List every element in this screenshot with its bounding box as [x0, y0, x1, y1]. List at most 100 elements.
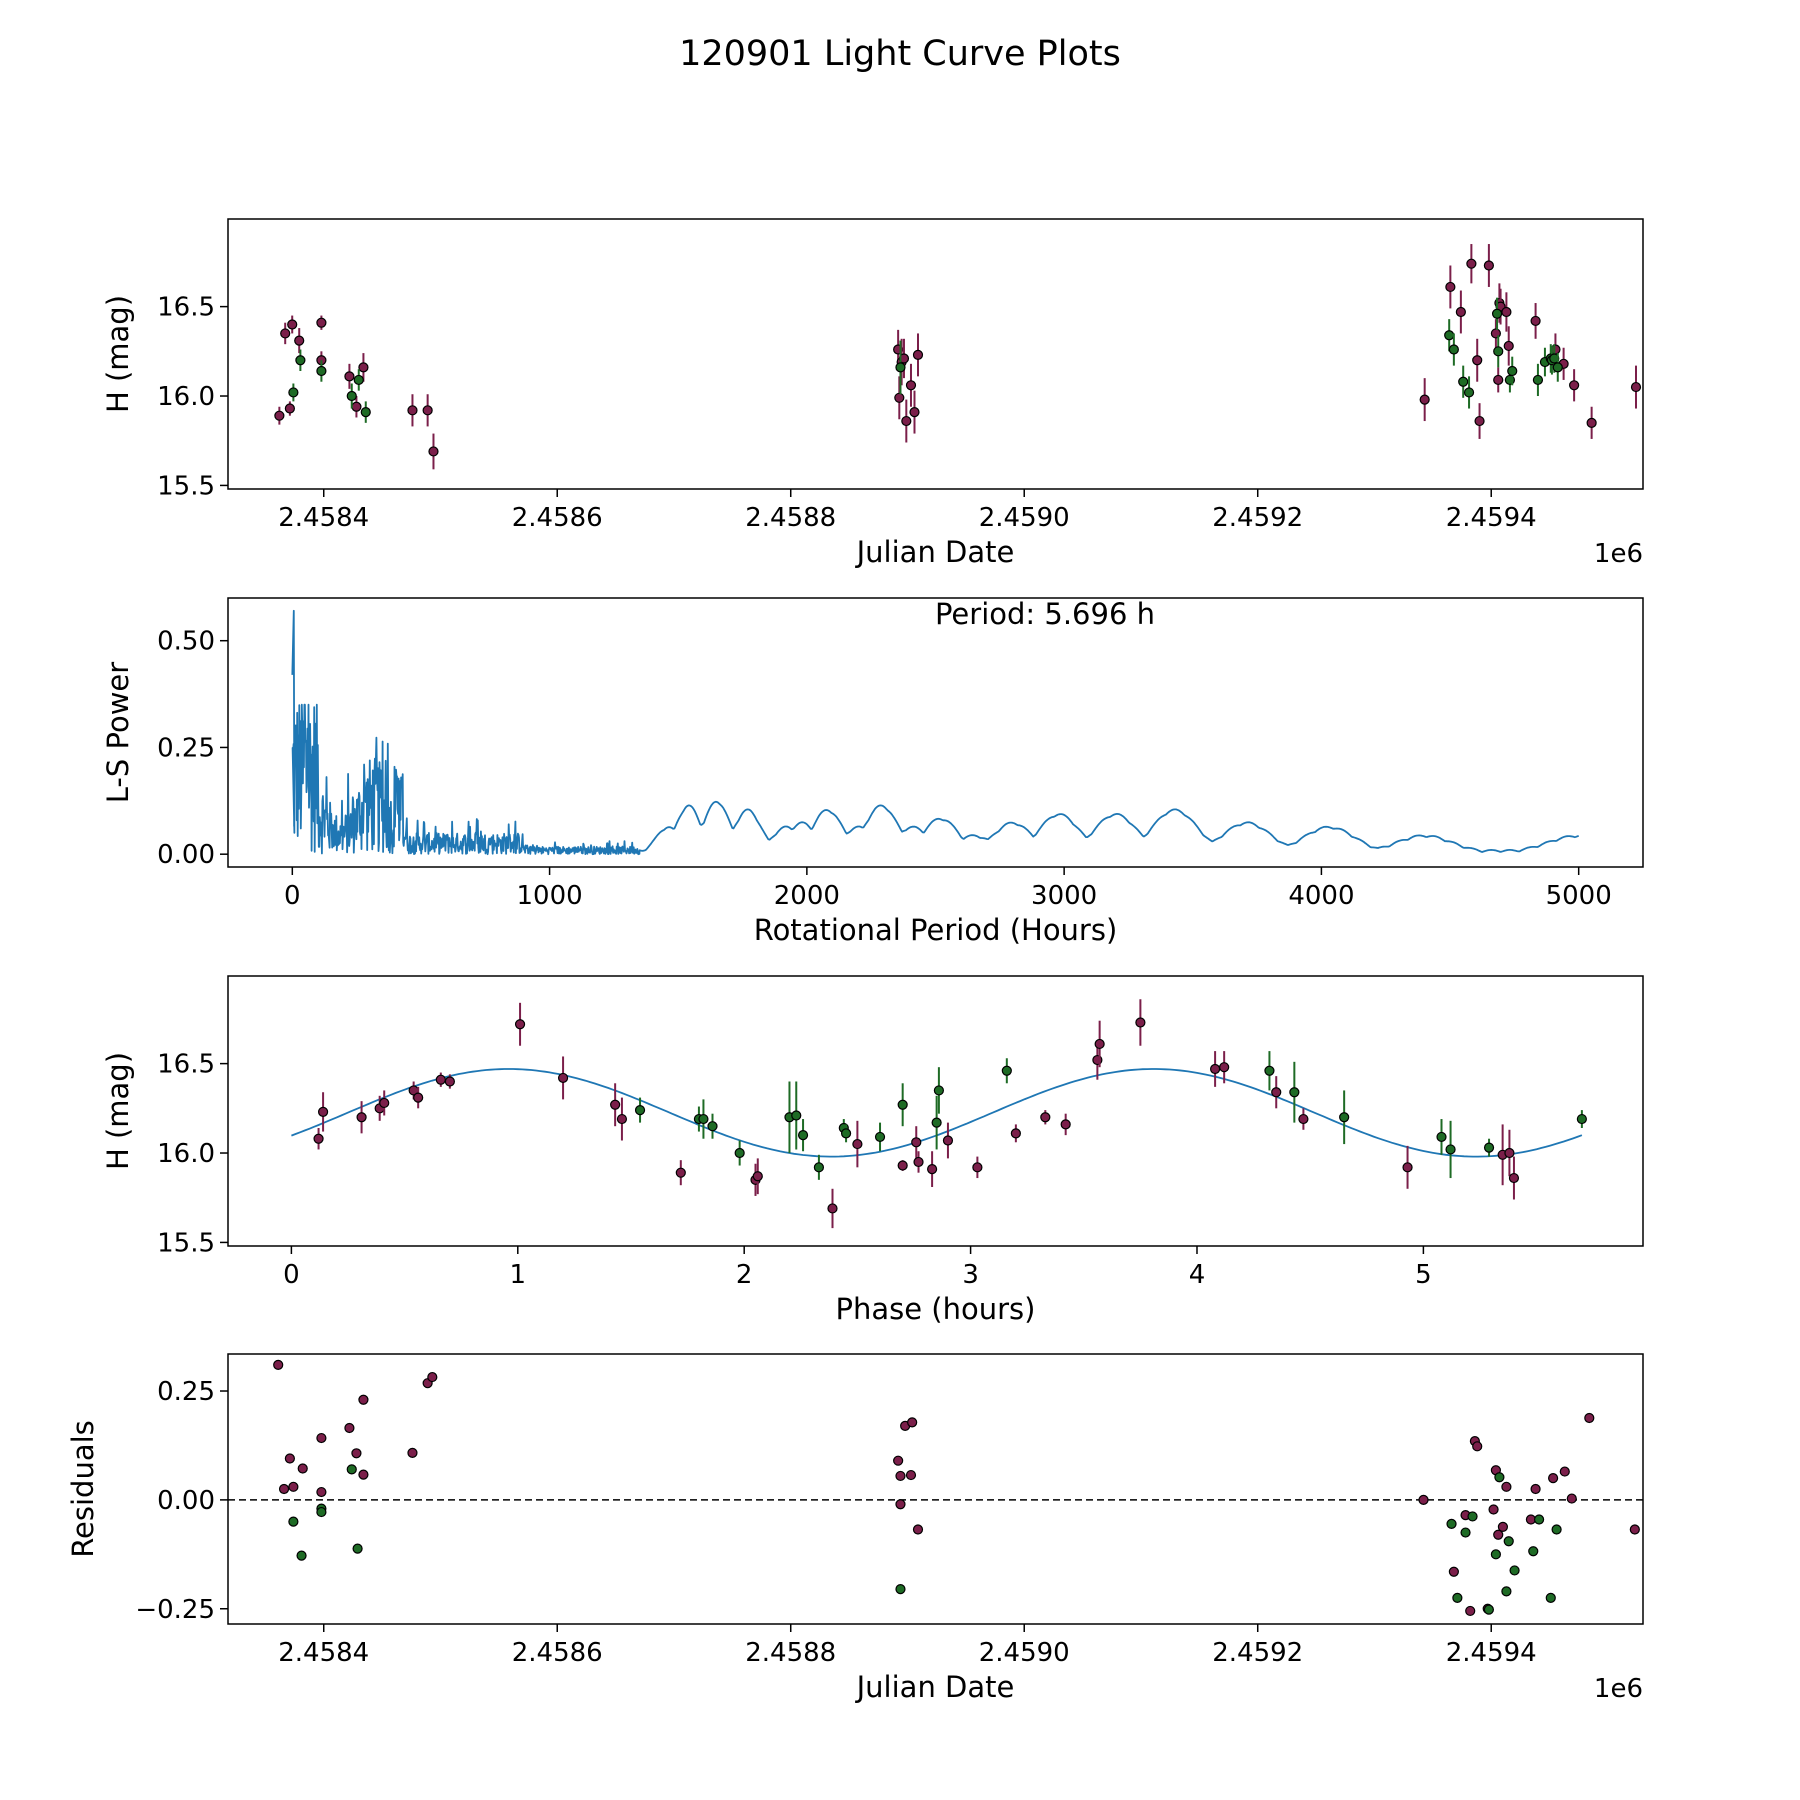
red-data-point: [351, 401, 362, 412]
x-tick-label: 2.4586: [512, 503, 603, 533]
red-data-point: [1559, 1466, 1570, 1477]
x-tick-label: 0: [283, 1260, 300, 1290]
green-data-point: [895, 1584, 906, 1595]
green-data-point: [1533, 1514, 1545, 1525]
red-data-point: [1466, 258, 1477, 269]
red-data-point: [852, 1138, 863, 1150]
green-data-point: [874, 1131, 886, 1143]
green-data-point: [1460, 1527, 1471, 1538]
red-data-point: [284, 1453, 295, 1464]
green-data-point: [1493, 346, 1504, 357]
green-data-point: [1503, 1536, 1514, 1547]
red-data-point: [1530, 1483, 1541, 1495]
y-axis-label: H (mag): [101, 1052, 135, 1170]
green-data-point: [813, 1162, 825, 1173]
red-data-point: [344, 371, 355, 382]
red-data-point: [1060, 1119, 1071, 1130]
green-data-point: [1507, 365, 1518, 377]
red-data-point: [278, 1483, 290, 1495]
red-data-point: [316, 1486, 327, 1498]
green-data-point: [1532, 374, 1544, 386]
green-data-point: [791, 1110, 802, 1121]
red-data-point: [1530, 315, 1541, 327]
y-axis-label: L-S Power: [101, 662, 135, 803]
red-data-point: [1566, 1493, 1577, 1504]
x-axis-label: Rotational Period (Hours): [754, 913, 1118, 947]
red-data-point: [901, 415, 912, 427]
red-data-point: [356, 1112, 367, 1123]
red-data-point: [909, 407, 920, 418]
red-data-point: [1508, 1172, 1520, 1184]
red-data-point: [316, 1432, 327, 1444]
green-data-point: [933, 1085, 944, 1096]
green-data-point: [707, 1121, 718, 1132]
red-data-point: [905, 380, 917, 391]
x-tick-label: 0: [284, 881, 301, 911]
red-data-point: [413, 1092, 424, 1103]
red-data-point: [435, 1074, 446, 1085]
red-data-point: [913, 1156, 924, 1168]
green-data-point: [734, 1147, 745, 1159]
red-data-point: [752, 1171, 763, 1182]
red-data-point: [1010, 1128, 1021, 1139]
red-data-point: [1474, 415, 1485, 427]
red-data-point: [1569, 380, 1580, 391]
x-tick-label: 2.4586: [512, 1638, 603, 1668]
red-data-point: [358, 362, 369, 373]
green-data-point: [1483, 1604, 1494, 1615]
green-data-point: [296, 1550, 307, 1561]
red-data-point: [274, 410, 285, 421]
axes-frame: [227, 975, 1644, 1247]
green-data-point: [1452, 1592, 1463, 1603]
red-data-point: [893, 1455, 904, 1466]
red-data-point: [427, 1371, 438, 1383]
green-data-point: [1494, 1472, 1505, 1483]
x-tick-label: 2.4594: [1446, 1638, 1537, 1668]
green-data-point: [1490, 1549, 1501, 1560]
green-data-point: [353, 374, 364, 386]
x-offset-label: 1e6: [1594, 1674, 1643, 1704]
y-tick-label: 16.0: [157, 382, 215, 412]
power-spectrum-line: [291, 609, 1579, 856]
y-axis-label: Residuals: [66, 1420, 100, 1558]
red-data-point: [1503, 340, 1514, 352]
red-data-point: [557, 1072, 569, 1084]
red-data-point: [1445, 281, 1456, 293]
green-data-point: [1001, 1065, 1012, 1076]
green-data-point: [895, 362, 906, 373]
green-data-point: [1444, 330, 1455, 341]
x-tick-label: 2000: [774, 881, 840, 911]
x-tick-label: 1: [510, 1260, 527, 1290]
red-data-point: [1472, 1441, 1483, 1452]
axes-frame: [227, 597, 1644, 868]
x-tick-label: 2.4590: [979, 503, 1070, 533]
phased-light-curve-panel: 0 1 2 3 4 5 15.5 16.0 16.5 Phase (hours) H (mag): [101, 975, 1644, 1326]
red-data-point: [273, 1359, 284, 1370]
red-data-point: [407, 1447, 418, 1458]
plot-area: [228, 1359, 1643, 1617]
red-data-point: [895, 1470, 906, 1482]
red-data-point: [1465, 1605, 1476, 1617]
red-data-point: [927, 1164, 938, 1175]
plot-area: [291, 999, 1587, 1229]
red-data-point: [1483, 260, 1494, 271]
y-tick-label: −0.25: [135, 1595, 215, 1625]
x-axis-label: Phase (hours): [836, 1292, 1036, 1326]
y-tick-label: 16.0: [157, 1139, 215, 1169]
green-data-point: [316, 365, 327, 377]
x-tick-label: 3000: [1031, 881, 1097, 911]
red-data-point: [297, 1463, 308, 1474]
red-data-point: [907, 1417, 918, 1428]
red-data-point: [313, 1133, 324, 1144]
red-data-point: [358, 1394, 369, 1405]
red-data-point: [1135, 1017, 1146, 1028]
red-data-point: [1094, 1038, 1105, 1050]
green-data-point: [1545, 1592, 1556, 1603]
plot-area: [274, 244, 1642, 470]
x-tick-label: 2.4588: [745, 503, 836, 533]
green-data-point: [1509, 1565, 1520, 1576]
red-data-point: [1548, 1473, 1559, 1484]
red-data-point: [288, 1481, 299, 1492]
light-curve-panel: 2.4584 2.4586 2.4588 2.4590 2.4592 2.4594 15.5…: [101, 218, 1644, 569]
